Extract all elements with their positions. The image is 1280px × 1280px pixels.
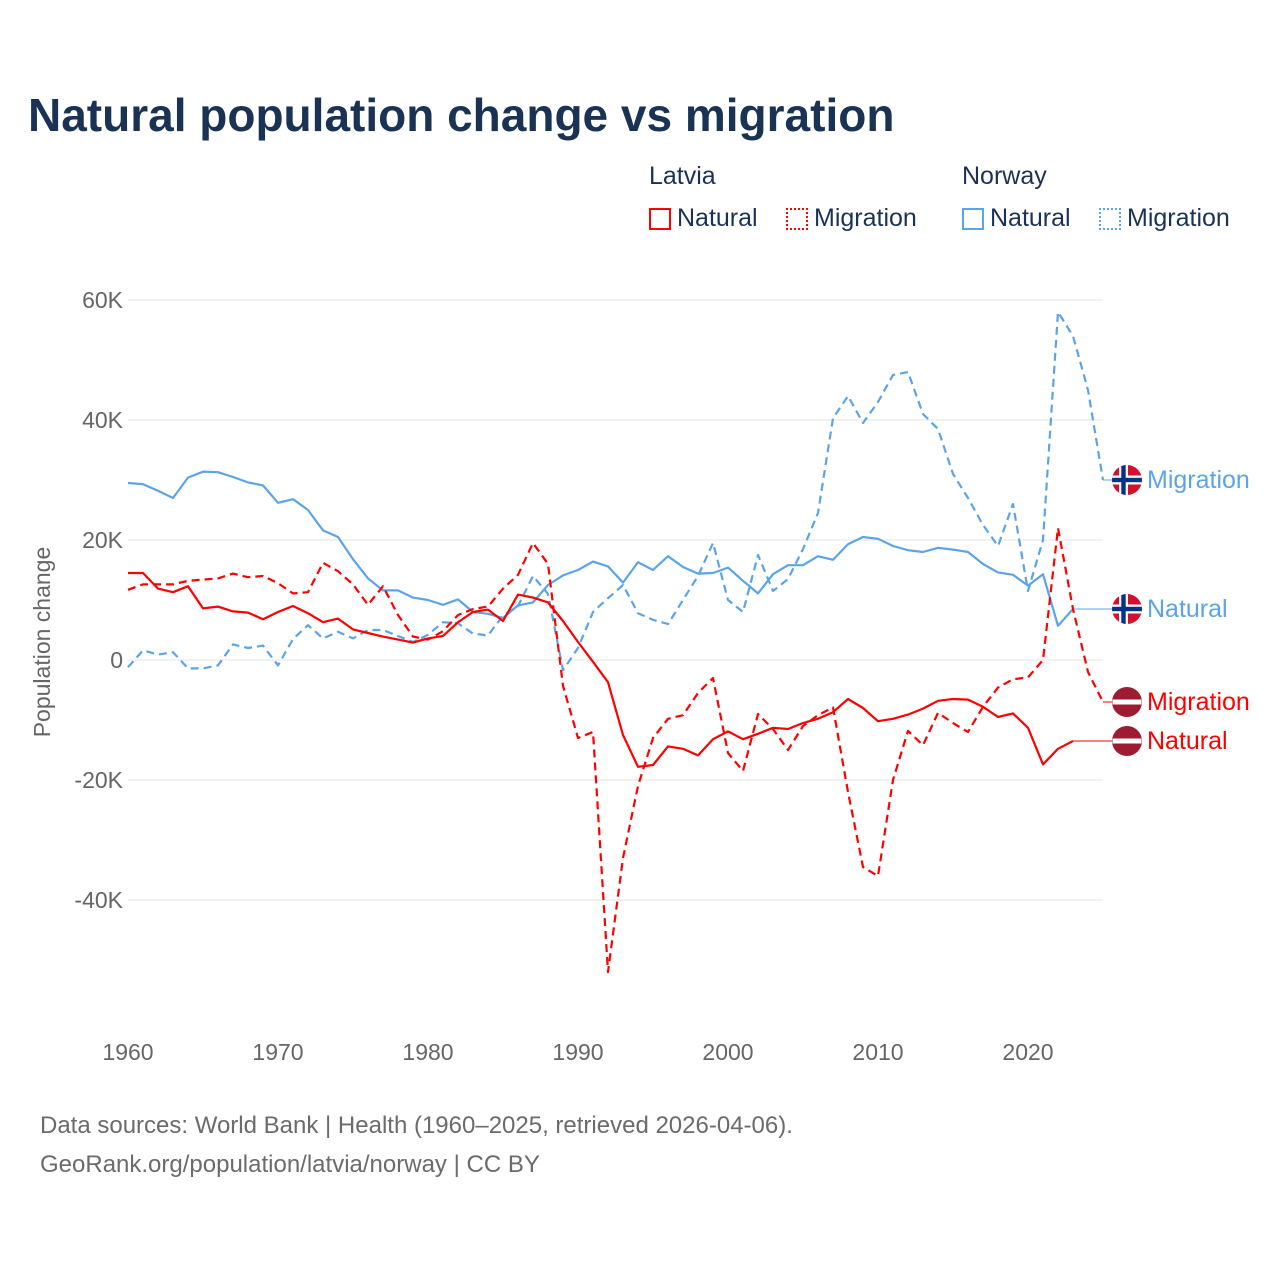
legend-group-title: Latvia [649,162,716,190]
data-source-note: Data sources: World Bank | Health (1960–… [40,1112,793,1139]
legend-item-norway-natural[interactable]: Natural [962,204,1071,233]
y-tick-label: -20K [74,767,123,793]
series-end-label: Natural [1147,595,1228,623]
source-link: GeoRank.org/population/latvia/norway | C… [40,1151,540,1178]
series-line-norway-migration [127,310,1105,672]
legend-item-norway-migration[interactable]: Migration [1099,204,1230,233]
legend-swatch-dotted [786,207,808,230]
y-tick-label: -40K [74,887,123,913]
series-end-label: Migration [1147,466,1250,494]
series-line-latvia-migration [127,526,1104,974]
y-tick-label: 40K [82,407,124,433]
x-tick-label: 2010 [852,1039,903,1065]
y-tick-label: 60K [82,287,124,313]
series-end-label: Natural [1147,727,1228,755]
legend-item-latvia-natural[interactable]: Natural [649,204,758,233]
legend-swatch-solid [962,207,984,230]
series-line-latvia-natural [128,571,1074,768]
latvia-flag-icon [1112,687,1142,717]
x-tick-label: 1960 [102,1039,153,1065]
legend-label: Migration [814,204,917,232]
x-tick-label: 2000 [702,1039,753,1065]
series-line-norway-natural [127,470,1074,627]
legend-label: Migration [1127,204,1230,232]
y-tick-label: 20K [82,527,124,553]
legend-latvia: Latvia Natural Migration [649,162,917,232]
footer: Data sources: World Bank | Health (1960–… [40,1106,793,1184]
chart-title: Natural population change vs migration [28,89,895,141]
y-axis-title: Population change [29,547,55,738]
x-tick-label: 1970 [252,1039,303,1065]
y-tick-label: 0 [110,647,123,673]
latvia-flag-icon [1112,726,1142,756]
legend-norway: Norway Natural Migration [962,162,1230,232]
legend-swatch-dotted [1099,207,1121,230]
series-end-label: Migration [1147,688,1250,716]
x-tick-label: 1990 [552,1039,603,1065]
legend-group-title: Norway [962,162,1047,190]
x-tick-label: 2020 [1002,1039,1053,1065]
norway-flag-icon [1112,465,1142,495]
legend-label: Natural [677,204,758,232]
legend-item-latvia-migration[interactable]: Migration [786,204,917,233]
norway-flag-icon [1112,594,1142,624]
x-tick-label: 1980 [402,1039,453,1065]
legend-swatch-solid [649,207,671,230]
legend-label: Natural [990,204,1071,232]
